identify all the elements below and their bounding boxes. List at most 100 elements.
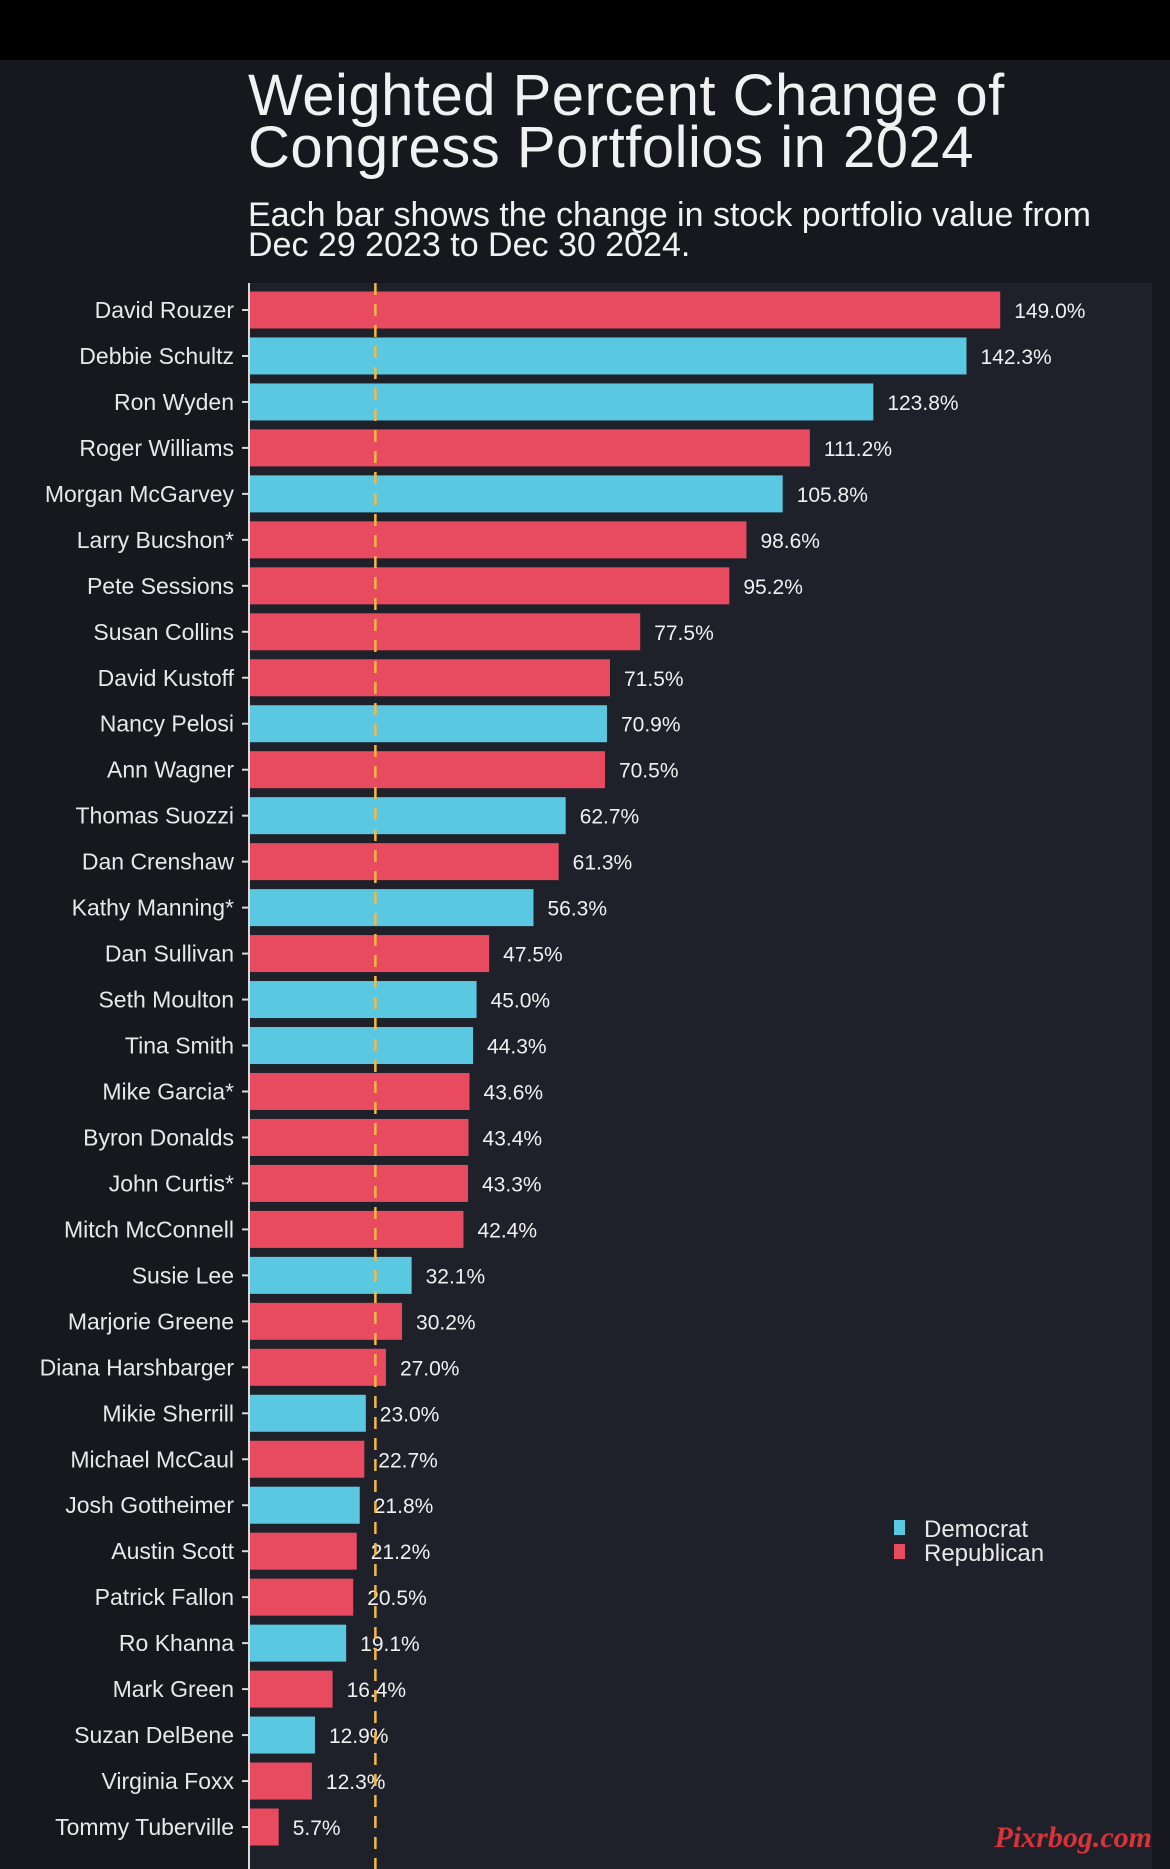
bars-group	[250, 291, 1001, 1846]
value-label: 32.1%	[426, 1265, 486, 1288]
bar-11	[250, 797, 566, 835]
value-label: 42.4%	[477, 1219, 537, 1242]
y-tick-label: Ann Wagner	[107, 757, 234, 783]
value-labels: 149.0% 142.3% 123.8% 111.2% 105.8% 98.6% 95.2%…	[293, 300, 1086, 1840]
value-label: 45.0%	[491, 990, 551, 1013]
value-label: 47.5%	[503, 944, 563, 967]
watermark-text: Pixrbog.com	[994, 1821, 1153, 1854]
y-tick-label: David Rouzer	[95, 297, 235, 323]
value-label: 12.9%	[329, 1725, 389, 1748]
value-label: 61.3%	[573, 852, 633, 875]
bar-1	[250, 337, 967, 375]
y-tick-label: Kathy Manning*	[72, 895, 234, 921]
value-label: 43.3%	[482, 1173, 542, 1196]
y-tick-label: Mark Green	[113, 1676, 234, 1702]
bar-26	[250, 1486, 360, 1524]
y-tick-label: Mitch McConnell	[64, 1216, 234, 1242]
y-tick-label: Virginia Foxx	[101, 1768, 234, 1794]
bar-13	[250, 889, 534, 927]
y-tick-label: Tina Smith	[125, 1033, 234, 1059]
y-tick-label: Ro Khanna	[119, 1630, 234, 1656]
y-tick-label: Pete Sessions	[87, 573, 234, 599]
value-label: 21.8%	[374, 1495, 434, 1518]
y-tick-label: Josh Gottheimer	[65, 1492, 234, 1518]
value-label: 70.5%	[619, 760, 679, 783]
y-tick-label: Susie Lee	[132, 1262, 234, 1288]
value-label: 22.7%	[378, 1449, 438, 1472]
chart-title: Weighted Percent Change of Congress Port…	[248, 63, 1005, 180]
value-label: 77.5%	[654, 622, 714, 645]
y-tick-label: Roger Williams	[79, 435, 234, 461]
value-label: 43.4%	[483, 1127, 543, 1150]
y-tick-label: Dan Crenshaw	[82, 849, 235, 875]
y-tick-label: Byron Donalds	[83, 1124, 234, 1150]
bar-30	[250, 1670, 333, 1708]
value-label: 43.6%	[484, 1081, 544, 1104]
bar-8	[250, 659, 611, 697]
value-label: 142.3%	[980, 346, 1051, 369]
bar-4	[250, 475, 783, 513]
y-tick-label: Larry Bucshon*	[77, 527, 234, 553]
bar-29	[250, 1624, 347, 1662]
bar-0	[250, 291, 1001, 329]
value-label: 23.0%	[380, 1403, 440, 1426]
bar-2	[250, 383, 874, 421]
bar-3	[250, 429, 810, 467]
bar-19	[250, 1164, 469, 1202]
value-label: 21.2%	[371, 1541, 431, 1564]
bar-17	[250, 1072, 470, 1110]
bar-6	[250, 567, 730, 605]
y-tick-label: David Kustoff	[98, 665, 235, 691]
y-tick-label: Ron Wyden	[114, 389, 234, 415]
y-tick-label: Debbie Schultz	[79, 343, 234, 369]
bar-23	[250, 1348, 386, 1386]
bar-16	[250, 1027, 474, 1065]
value-label: 149.0%	[1014, 300, 1085, 323]
legend: Democrat Republican	[894, 1516, 1044, 1567]
y-tick-label: Patrick Fallon	[95, 1584, 234, 1610]
bar-20	[250, 1210, 464, 1248]
bar-12	[250, 843, 559, 881]
value-label: 12.3%	[326, 1771, 386, 1794]
chart-subtitle: Each bar shows the change in stock portf…	[248, 196, 1091, 264]
bar-31	[250, 1716, 315, 1754]
top-bar	[0, 0, 1170, 60]
bar-18	[250, 1118, 469, 1156]
bar-27	[250, 1532, 357, 1570]
value-label: 98.6%	[760, 530, 820, 553]
value-label: 105.8%	[797, 484, 868, 507]
value-label: 71.5%	[624, 668, 684, 691]
bar-9	[250, 705, 607, 743]
bar-5	[250, 521, 747, 559]
y-tick-label: Susan Collins	[93, 619, 234, 645]
y-tick-label: Mikie Sherrill	[102, 1400, 234, 1426]
value-label: 20.5%	[367, 1587, 427, 1610]
y-tick-label: Tommy Tuberville	[55, 1814, 234, 1840]
y-tick-label: Diana Harshbarger	[40, 1354, 235, 1380]
y-tick-label: Austin Scott	[111, 1538, 234, 1564]
y-tick-label: Thomas Suozzi	[75, 803, 234, 829]
y-tick-label: Marjorie Greene	[68, 1308, 234, 1334]
y-tick-label: Michael McCaul	[70, 1446, 234, 1472]
value-label: 111.2%	[824, 438, 892, 461]
legend-republican-label: Republican	[924, 1540, 1044, 1567]
y-tick-labels: David Rouzer Debbie Schultz Ron Wyden Roger…	[40, 297, 249, 1840]
value-label: 62.7%	[580, 806, 640, 829]
y-tick-label: John Curtis*	[109, 1170, 234, 1196]
bar-24	[250, 1394, 366, 1432]
value-label: 44.3%	[487, 1036, 547, 1059]
bar-14	[250, 935, 490, 973]
y-tick-label: Suzan DelBene	[74, 1722, 234, 1748]
bar-10	[250, 751, 605, 789]
bar-32	[250, 1762, 312, 1800]
y-tick-label: Dan Sullivan	[105, 941, 234, 967]
bar-25	[250, 1440, 365, 1478]
value-label: 5.7%	[293, 1817, 341, 1840]
bar-7	[250, 613, 641, 651]
bar-22	[250, 1302, 403, 1340]
legend-democrat-label: Democrat	[924, 1516, 1028, 1543]
legend-republican-swatch	[894, 1544, 905, 1559]
value-label: 30.2%	[416, 1311, 476, 1334]
y-tick-label: Morgan McGarvey	[45, 481, 235, 507]
value-label: 95.2%	[743, 576, 803, 599]
